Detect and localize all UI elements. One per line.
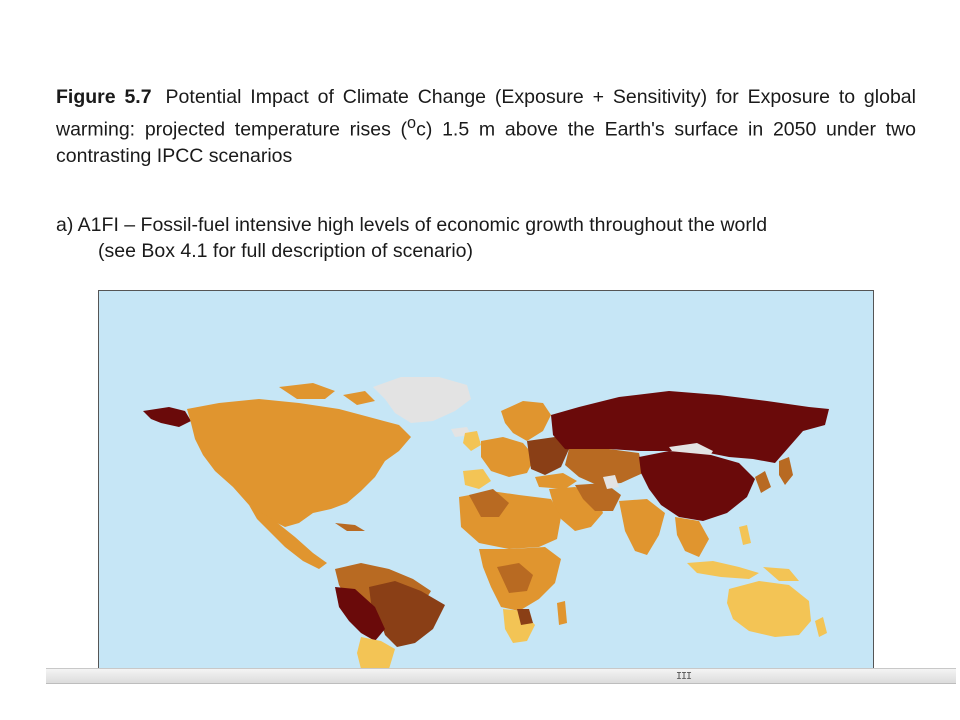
region-south-africa-dark <box>517 609 533 625</box>
region-eastern-europe <box>527 437 569 475</box>
region-greenland <box>373 377 471 423</box>
scenario-subtitle: (see Box 4.1 for full description of sce… <box>98 240 474 262</box>
scrollbar-grip[interactable]: III <box>676 671 692 682</box>
region-uk <box>463 431 481 451</box>
region-scandinavia <box>501 401 551 441</box>
region-iberia <box>463 469 491 489</box>
region-korea-japan <box>755 457 793 493</box>
region-new-zealand <box>815 617 827 637</box>
region-philippines <box>739 525 751 545</box>
region-mexico <box>249 505 327 569</box>
region-arctic-islands <box>279 383 375 405</box>
degree-superscript: o <box>407 114 417 132</box>
region-peru-bolivia <box>335 587 385 641</box>
horizontal-scrollbar[interactable]: III <box>46 668 956 684</box>
region-alaska <box>143 407 191 427</box>
figure-title-part1: Potential Impact of Climate Change (Expo… <box>56 86 916 141</box>
region-congo <box>497 563 533 593</box>
region-iran <box>575 483 621 511</box>
region-southeast-asia <box>675 517 709 557</box>
region-china <box>639 451 755 521</box>
region-western-europe <box>481 437 535 477</box>
figure-caption: Figure 5.7 Potential Impact of Climate Ch… <box>56 84 916 169</box>
region-madagascar <box>557 601 567 625</box>
region-sahel-dark <box>469 489 509 517</box>
scenario-label: a) A1FI – Fossil-fuel intensive high lev… <box>56 214 768 236</box>
region-india <box>619 499 665 555</box>
figure-number: Figure 5.7 <box>56 86 152 108</box>
scenario-heading: a) A1FI – Fossil-fuel intensive high lev… <box>56 212 916 264</box>
figure-title-part2: c) 1.5 m above the Earth's surface in 20… <box>56 118 917 167</box>
region-brazil <box>369 581 445 647</box>
region-central-asia <box>565 449 643 485</box>
region-arabia-highlight <box>603 475 619 489</box>
region-australia <box>727 581 811 637</box>
region-russia <box>551 391 829 463</box>
region-cuba <box>335 523 365 531</box>
region-southern-south-america <box>357 637 395 668</box>
region-turkey <box>535 473 577 489</box>
world-map <box>98 290 874 668</box>
region-north-america <box>187 399 411 527</box>
world-map-svg <box>99 291 873 668</box>
region-indonesia <box>687 561 799 581</box>
